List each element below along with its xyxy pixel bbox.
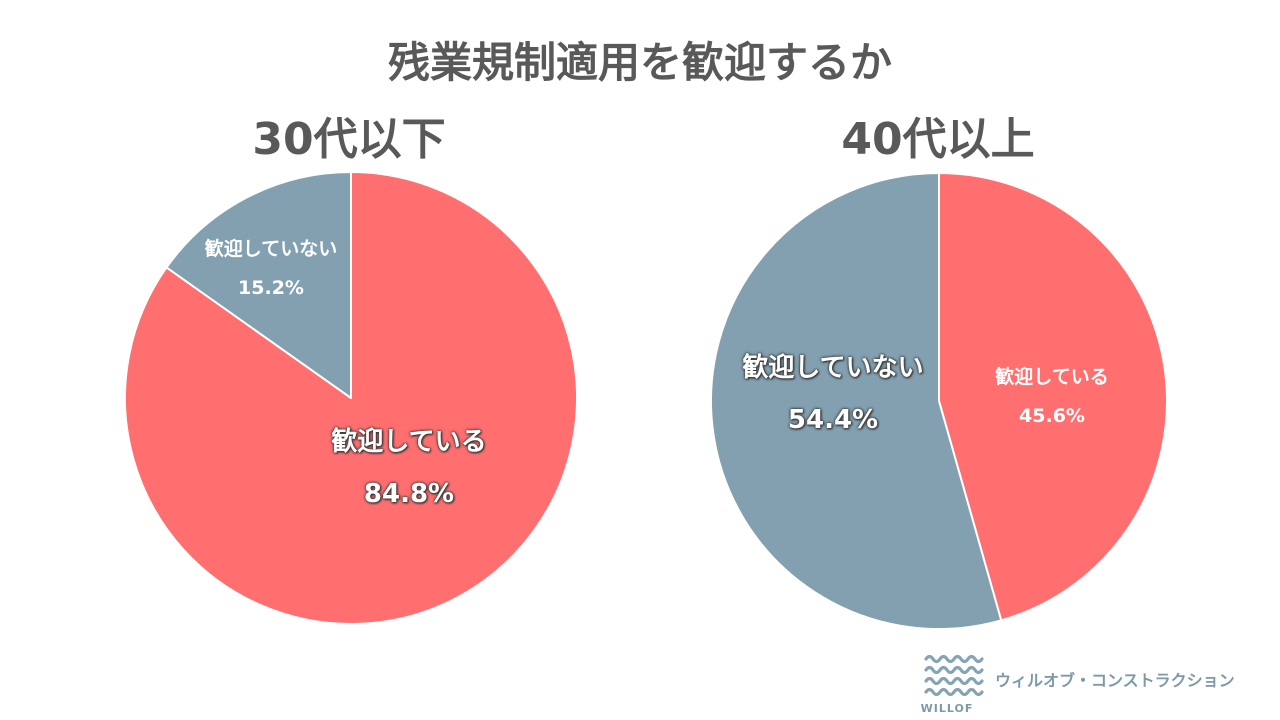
pie-slice-1 [938,172,1168,622]
waves-icon [924,654,984,697]
wave-line [924,687,984,697]
pie-title-right: 40代以上 [841,114,1035,165]
pie-slice-2 [710,172,1003,630]
wave-line [924,654,984,664]
pie-chart-2 [710,172,1168,630]
wave-line [924,665,984,675]
company-logo: WILLOF ウィルオブ・コンストラクション [918,650,1258,720]
company-name: ウィルオブ・コンストラクション [995,671,1235,690]
logo-wordmark: WILLOF [920,702,974,715]
pie-title-left: 30代以下 [252,114,446,165]
pie-chart-1 [124,171,578,625]
chart-main-title: 残業規制適用を歓迎するか [387,38,892,87]
pie-slice-2 [165,171,352,399]
wave-line [924,676,984,686]
